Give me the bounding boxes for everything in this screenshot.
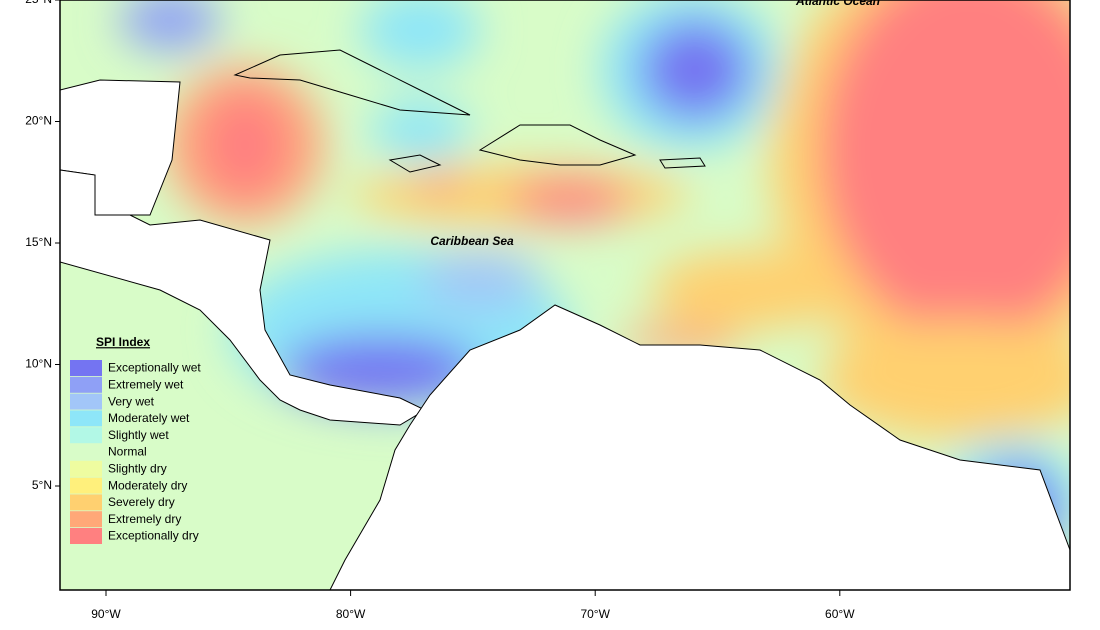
legend-label: Exceptionally wet	[108, 361, 201, 375]
jamaica	[388, 154, 442, 173]
legend-label: Exceptionally dry	[108, 529, 199, 543]
legend-swatch	[70, 427, 102, 444]
legend-label: Extremely dry	[108, 512, 181, 526]
lat-label: 5°N	[32, 478, 52, 492]
legend-label: Slightly wet	[108, 428, 169, 442]
legend-label: Slightly dry	[108, 461, 167, 475]
central-america	[60, 169, 427, 426]
south-america	[329, 304, 1070, 590]
lon-label: 60°W	[825, 607, 855, 621]
legend-swatch	[70, 410, 102, 427]
legend-label: Extremely wet	[108, 377, 184, 391]
lon-label: 70°W	[580, 607, 610, 621]
legend-swatch	[70, 511, 102, 528]
legend-swatch	[70, 460, 102, 477]
lon-label: 90°W	[91, 607, 121, 621]
lat-label: 25°N	[25, 0, 52, 6]
legend-label: Moderately dry	[108, 478, 187, 492]
legend-title: SPI Index	[96, 335, 150, 349]
legend-swatch	[70, 376, 102, 393]
spi-field	[60, 0, 1070, 590]
legend-swatch	[70, 528, 102, 544]
puerto-rico	[659, 157, 706, 169]
legend-label: Very wet	[108, 394, 155, 408]
legend-swatch	[70, 477, 102, 494]
lat-label: 15°N	[25, 235, 52, 249]
place-label: Caribbean Sea	[430, 234, 514, 248]
lat-label: 20°N	[25, 114, 52, 128]
hispaniola	[478, 124, 637, 166]
lon-label: 80°W	[336, 607, 366, 621]
legend-swatch	[70, 393, 102, 410]
legend-label: Normal	[108, 445, 147, 459]
cuba	[233, 49, 471, 116]
legend-label: Moderately wet	[108, 411, 190, 425]
lon-axis: 90°W 80°W 70°W 60°W	[91, 590, 855, 621]
lat-label: 10°N	[25, 357, 52, 371]
legend-label: Severely dry	[108, 495, 175, 509]
lat-axis: 25°N 20°N 15°N 10°N 5°N	[25, 0, 60, 492]
place-label: Atlantic Ocean	[795, 0, 880, 8]
map-frame	[59, 0, 1071, 591]
legend-swatch	[70, 444, 102, 460]
legend: SPI Index Exceptionally wet Extremely wet…	[70, 335, 201, 544]
legend-swatch	[70, 360, 102, 376]
legend-swatch	[70, 494, 102, 511]
